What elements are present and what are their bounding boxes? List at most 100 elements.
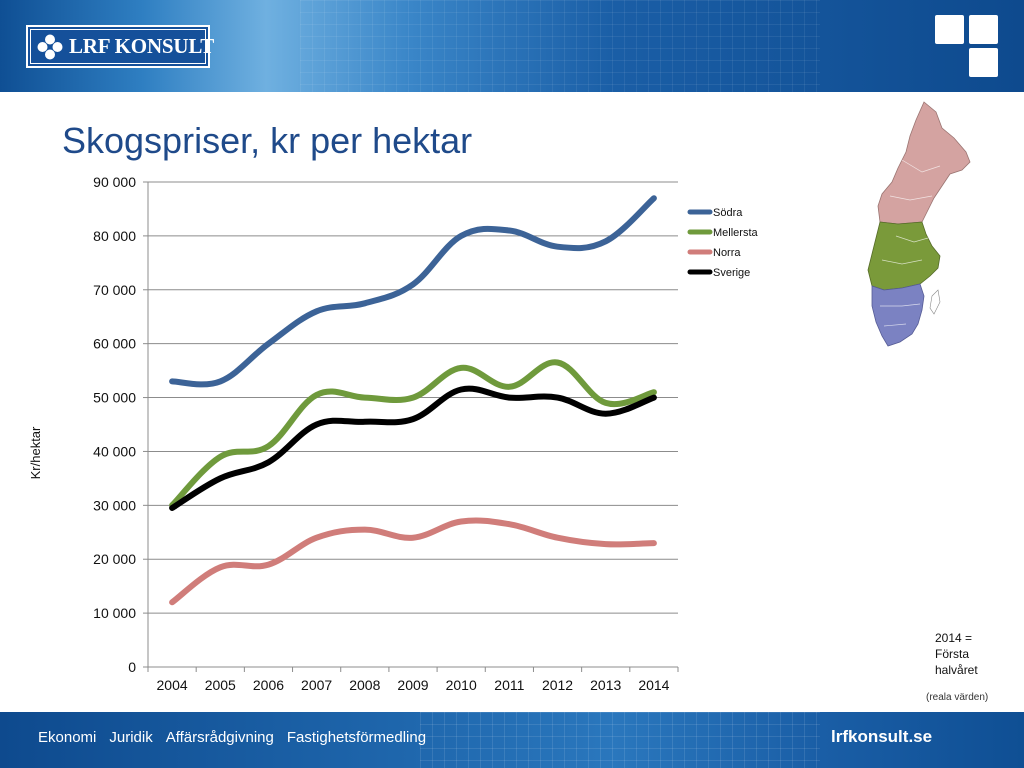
series-layer xyxy=(169,195,657,606)
header-banner: LRF KONSULT xyxy=(0,0,1024,92)
lrf-konsult-logo[interactable]: LRF KONSULT xyxy=(26,25,214,68)
data-point-sverige xyxy=(314,422,320,427)
y-tick-label: 70 000 xyxy=(93,282,136,298)
data-point-sverige xyxy=(217,475,223,481)
data-point-sverige xyxy=(651,395,657,401)
y-tick-label: 50 000 xyxy=(93,390,136,406)
x-tick-label: 2009 xyxy=(397,677,428,693)
note-line: 2014 = xyxy=(935,631,973,645)
x-tick-label: 2010 xyxy=(446,677,477,693)
map-region-mellersta xyxy=(867,221,941,291)
note-line: halvåret xyxy=(935,663,978,677)
data-point-sodra xyxy=(362,300,368,306)
data-point-norra xyxy=(555,535,561,541)
y-axis-label: Kr/hektar xyxy=(28,426,43,479)
sweden-regions-map xyxy=(867,101,971,347)
footer-nav: Ekonomi Juridik Affärsrådgivning Fastigh… xyxy=(38,729,426,746)
footer-link-fastighetsformedling[interactable]: Fastighetsförmedling xyxy=(286,729,427,746)
y-tick-label: 0 xyxy=(128,659,136,675)
data-point-norra xyxy=(651,540,657,546)
map-island xyxy=(929,289,941,315)
footer-link-juridik[interactable]: Juridik xyxy=(109,729,153,746)
x-tick-label: 2006 xyxy=(253,677,284,693)
data-point-norra xyxy=(506,521,512,527)
data-point-norra xyxy=(410,535,416,541)
data-point-sodra xyxy=(265,341,271,347)
y-tick-label: 40 000 xyxy=(93,443,136,459)
data-point-sodra xyxy=(458,233,464,239)
data-point-norra xyxy=(603,541,609,547)
data-point-mellersta xyxy=(555,360,561,366)
series-line-sverige xyxy=(169,385,657,511)
data-point-norra xyxy=(265,562,271,568)
data-point-mellersta xyxy=(265,443,271,449)
y-tick-label: 20 000 xyxy=(93,551,136,567)
data-point-norra xyxy=(169,599,175,605)
note-real-values: (reala värden) xyxy=(926,692,989,703)
x-tick-label: 2012 xyxy=(542,677,573,693)
axis-layer: 0 10 000 20 000 30 000 40 000 50 000 60 000 70 … xyxy=(93,174,679,693)
data-point-sverige xyxy=(603,411,609,417)
brand-squares xyxy=(934,14,1000,78)
data-point-mellersta xyxy=(314,392,320,398)
footer-banner: Ekonomi Juridik Affärsrådgivning Fastigh… xyxy=(0,712,1024,768)
map-region-sodra xyxy=(871,283,925,347)
data-point-mellersta xyxy=(651,389,657,395)
data-point-sverige xyxy=(169,505,175,511)
data-point-sverige xyxy=(265,459,271,465)
data-point-mellersta xyxy=(362,395,368,401)
x-tick-label: 2005 xyxy=(205,677,236,693)
map-region-norra xyxy=(877,101,971,225)
data-point-norra xyxy=(458,519,464,524)
data-point-sodra xyxy=(410,281,416,287)
data-point-mellersta xyxy=(603,400,609,406)
x-tick-label: 2014 xyxy=(638,677,669,693)
data-point-sodra xyxy=(506,228,512,233)
x-tick-label: 2011 xyxy=(494,677,524,693)
footer-link-ekonomi[interactable]: Ekonomi xyxy=(38,729,97,746)
data-point-sverige xyxy=(410,416,416,422)
data-point-sodra xyxy=(217,378,223,384)
data-point-sodra xyxy=(555,244,561,250)
x-tick-label: 2007 xyxy=(301,677,332,693)
data-point-sodra xyxy=(651,195,657,201)
series-line-mellersta xyxy=(169,359,657,509)
data-point-norra xyxy=(314,535,320,541)
footer-link-affarsradgivning[interactable]: Affärsrådgivning xyxy=(165,729,274,746)
data-point-sverige xyxy=(506,395,512,401)
clover-icon xyxy=(37,34,63,59)
data-point-mellersta xyxy=(410,395,416,401)
data-point-sodra xyxy=(603,238,609,244)
data-point-sverige xyxy=(458,386,464,392)
legend-label-sverige: Sverige xyxy=(713,267,750,279)
logo-text: LRF KONSULT xyxy=(69,34,215,58)
data-point-norra xyxy=(362,527,368,533)
legend-label-norra: Norra xyxy=(713,247,741,259)
y-tick-label: 30 000 xyxy=(93,497,136,513)
brand-square xyxy=(969,15,998,44)
y-tick-label: 60 000 xyxy=(93,336,136,352)
data-point-sverige xyxy=(362,419,368,425)
legend-label-sodra: Södra xyxy=(713,207,743,219)
site-link[interactable]: lrfkonsult.se xyxy=(831,727,933,746)
note-line: Första xyxy=(935,647,970,661)
data-point-mellersta xyxy=(458,365,464,371)
data-point-sodra xyxy=(314,308,320,314)
x-tick-label: 2008 xyxy=(349,677,380,693)
x-tick-label: 2004 xyxy=(157,677,188,693)
series-line-sodra xyxy=(169,195,657,388)
legend-layer: Södra Mellersta Norra Sverige xyxy=(687,207,759,279)
y-tick-label: 80 000 xyxy=(93,228,136,244)
data-point-mellersta xyxy=(506,384,512,390)
brand-square xyxy=(969,48,998,77)
y-tick-label: 90 000 xyxy=(93,174,136,190)
series-line-norra xyxy=(169,517,657,606)
map-county-borders xyxy=(880,159,941,327)
slide-title: Skogspriser, kr per hektar xyxy=(62,120,473,161)
legend-label-mellersta: Mellersta xyxy=(713,227,759,239)
data-point-sverige xyxy=(555,395,561,401)
note-first-half: 2014 = Första halvåret xyxy=(935,630,1005,678)
grid-layer xyxy=(148,181,678,614)
x-tick-label: 2013 xyxy=(590,677,621,693)
